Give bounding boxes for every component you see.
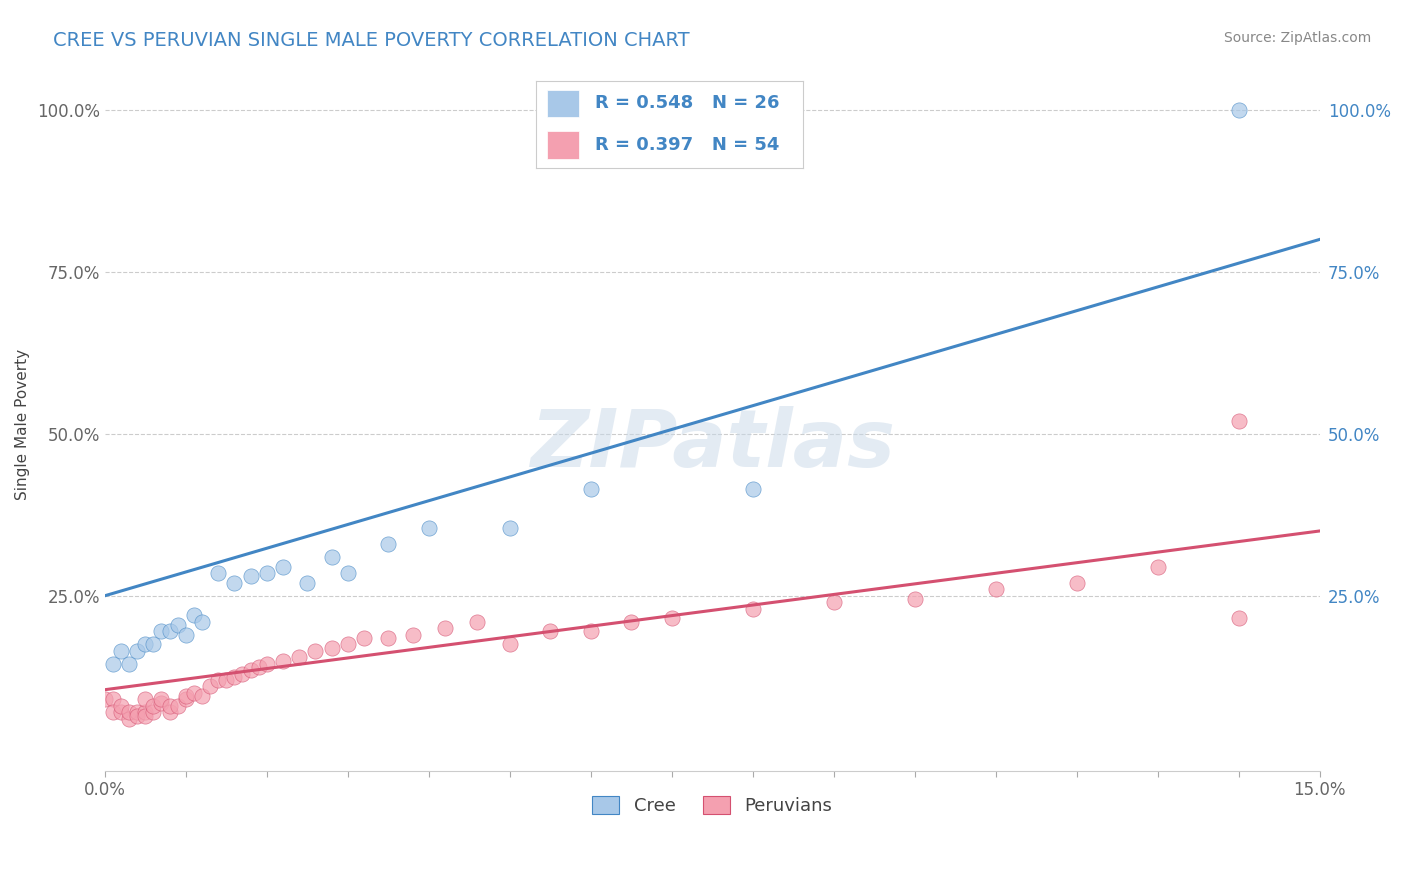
Point bbox=[198, 680, 221, 694]
Point bbox=[620, 615, 643, 629]
Point bbox=[239, 663, 262, 677]
Text: Source: ZipAtlas.com: Source: ZipAtlas.com bbox=[1223, 31, 1371, 45]
Point bbox=[110, 644, 132, 658]
Point bbox=[150, 624, 173, 639]
Point bbox=[271, 654, 294, 668]
Point bbox=[321, 549, 343, 564]
Point bbox=[377, 631, 399, 645]
Point bbox=[1227, 103, 1250, 117]
Point bbox=[159, 624, 181, 639]
Point bbox=[231, 666, 253, 681]
Point bbox=[256, 566, 278, 580]
Point bbox=[321, 640, 343, 655]
Point bbox=[110, 706, 132, 720]
Point bbox=[579, 624, 602, 639]
Text: ZIPatlas: ZIPatlas bbox=[530, 406, 894, 483]
Point bbox=[256, 657, 278, 671]
Point bbox=[239, 569, 262, 583]
Point bbox=[166, 698, 188, 713]
Point bbox=[101, 706, 124, 720]
Point bbox=[150, 692, 173, 706]
Point bbox=[377, 537, 399, 551]
Point bbox=[207, 566, 229, 580]
Point bbox=[741, 482, 763, 496]
Point bbox=[538, 624, 561, 639]
Point bbox=[661, 611, 683, 625]
Point bbox=[215, 673, 238, 687]
Point bbox=[207, 673, 229, 687]
Point bbox=[174, 692, 197, 706]
Point bbox=[127, 708, 149, 723]
Point bbox=[127, 644, 149, 658]
Point bbox=[127, 706, 149, 720]
Point bbox=[224, 575, 246, 590]
Point bbox=[191, 615, 214, 629]
Point bbox=[118, 712, 141, 726]
Point bbox=[579, 482, 602, 496]
Point bbox=[118, 706, 141, 720]
Point bbox=[297, 575, 319, 590]
Point bbox=[166, 618, 188, 632]
Point bbox=[174, 627, 197, 641]
Point bbox=[1227, 414, 1250, 428]
Point bbox=[101, 692, 124, 706]
Point bbox=[1066, 575, 1088, 590]
Point bbox=[142, 637, 165, 651]
Point bbox=[433, 621, 456, 635]
Point bbox=[110, 698, 132, 713]
Point bbox=[499, 521, 522, 535]
Point bbox=[142, 706, 165, 720]
Point bbox=[134, 706, 156, 720]
Point bbox=[741, 601, 763, 615]
Legend: Cree, Peruvians: Cree, Peruvians bbox=[583, 787, 841, 824]
Point bbox=[1227, 611, 1250, 625]
Point bbox=[183, 608, 205, 623]
Point bbox=[191, 689, 214, 703]
Text: CREE VS PERUVIAN SINGLE MALE POVERTY CORRELATION CHART: CREE VS PERUVIAN SINGLE MALE POVERTY COR… bbox=[53, 31, 690, 50]
Point bbox=[499, 637, 522, 651]
Point bbox=[288, 650, 311, 665]
Point bbox=[823, 595, 845, 609]
Point bbox=[336, 566, 359, 580]
Point bbox=[142, 698, 165, 713]
Point bbox=[336, 637, 359, 651]
Point bbox=[984, 582, 1007, 597]
Point bbox=[401, 627, 423, 641]
Point bbox=[101, 657, 124, 671]
Point bbox=[159, 706, 181, 720]
Point bbox=[353, 631, 375, 645]
Point bbox=[159, 698, 181, 713]
Point bbox=[134, 708, 156, 723]
Point bbox=[94, 692, 117, 706]
Point bbox=[150, 696, 173, 710]
Point bbox=[467, 615, 489, 629]
Point bbox=[1146, 559, 1168, 574]
Y-axis label: Single Male Poverty: Single Male Poverty bbox=[15, 349, 30, 500]
Point bbox=[904, 592, 927, 607]
Point bbox=[247, 660, 270, 674]
Point bbox=[224, 670, 246, 684]
Point bbox=[418, 521, 440, 535]
Point bbox=[271, 559, 294, 574]
Point bbox=[134, 637, 156, 651]
Point bbox=[134, 692, 156, 706]
Point bbox=[174, 689, 197, 703]
Point bbox=[183, 686, 205, 700]
Point bbox=[118, 657, 141, 671]
Point bbox=[304, 644, 326, 658]
